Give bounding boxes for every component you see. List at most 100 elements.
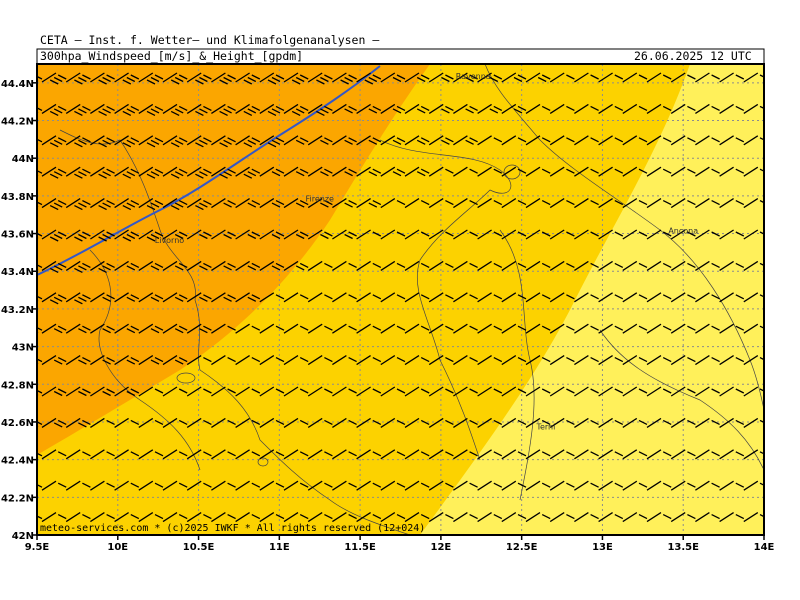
copyright-footer: meteo-services.com * (c)2025 IWKF * All … [40,523,425,534]
wind-barb [372,512,396,523]
wind-barb [275,292,299,303]
wind-barb [445,292,468,303]
wind-barb [98,229,129,242]
wind-barb [537,72,565,83]
wind-barb [711,417,734,428]
wind-barb [566,323,589,334]
lat-tick-label: 43.8N [1,192,34,203]
wind-barb [392,103,420,114]
wind-barb [566,103,589,114]
lat-tick-label: 43.4N [1,267,34,278]
wind-barb [324,323,347,334]
wind-barb [711,135,734,146]
wind-barb [203,449,226,460]
wind-barb [541,449,565,460]
wind-barb [348,386,371,397]
wind-barb [711,292,734,303]
city-label: Ravenna [456,72,491,81]
wind-barb [82,449,105,460]
lat-tick-label: 44N [12,154,34,165]
wind-barb [759,325,764,329]
wind-barb [687,480,710,491]
wind-barb [98,260,129,273]
wind-barb [759,74,764,78]
wind-barb [614,135,638,146]
wind-barb [102,386,129,397]
wind-barb [614,417,638,428]
wind-barb [638,449,662,460]
wind-barb [614,480,638,491]
wind-barb [146,103,178,116]
wind-barb [396,323,420,334]
wind-barb [541,512,565,523]
wind-barb [416,103,444,114]
wind-barb [420,512,444,523]
wind-barb [78,417,105,428]
wind-barb [638,198,662,209]
wind-barb [566,480,589,491]
wind-barb [735,292,759,303]
wind-barb [247,260,275,271]
wind-barb [493,480,517,491]
wind-barb [227,512,250,523]
wind-barb [493,323,517,334]
wind-barb [441,72,468,83]
city-label: Livorno [155,236,185,245]
wind-barb [324,512,347,523]
wind-barb [735,166,759,177]
wind-barb [590,292,613,303]
wind-barb [344,135,371,146]
wind-barb [759,388,764,392]
wind-barb [711,449,734,460]
wind-barb [469,386,492,397]
wind-barb [130,417,154,428]
wind-barb [566,198,589,209]
lat-tick-label: 44.4N [1,79,34,90]
wind-barb [291,72,323,85]
wind-barb [469,512,492,523]
wind-barb [513,103,541,114]
wind-barb [614,198,638,209]
wind-barb [174,355,202,366]
wind-barb [614,229,638,240]
wind-barb [711,166,734,177]
valid-datetime: 26.06.2025 12 UTC [634,49,752,63]
wind-barb [299,512,323,523]
wind-barb [275,355,299,366]
city-labels: Ravenna Firenze Livorno Ancona Terni [155,72,698,431]
wind-barb [348,292,371,303]
wind-barb [445,512,468,523]
wind-barbs [37,72,764,523]
wind-barb [82,480,105,491]
wind-barb [638,72,662,83]
wind-barb [146,229,178,242]
wind-barb [662,417,686,428]
wind-barb [130,512,154,523]
wind-barb [251,417,275,428]
wind-barb [711,323,734,334]
wind-barb [49,135,81,148]
wind-barb [251,449,275,460]
wind-barb [590,449,613,460]
wind-barb [517,480,541,491]
wind-barb [517,417,541,428]
wind-barb [614,512,638,523]
wind-barb [340,72,371,85]
wind-barb [469,323,492,334]
wind-barb [372,480,396,491]
wind-barb [711,198,734,209]
wind-barb [174,323,202,334]
wind-barb [662,72,686,83]
wind-barb [53,386,81,397]
wind-barb [130,449,154,460]
wind-barb [590,103,613,114]
wind-barb [203,355,226,366]
wind-barb [566,355,589,366]
wind-barb [295,135,323,146]
wind-barb [344,166,371,177]
wind-barb [687,229,710,240]
wind-barb [57,449,81,460]
wind-barb [195,72,226,85]
wind-barb [590,135,613,146]
wind-barb [638,355,662,366]
